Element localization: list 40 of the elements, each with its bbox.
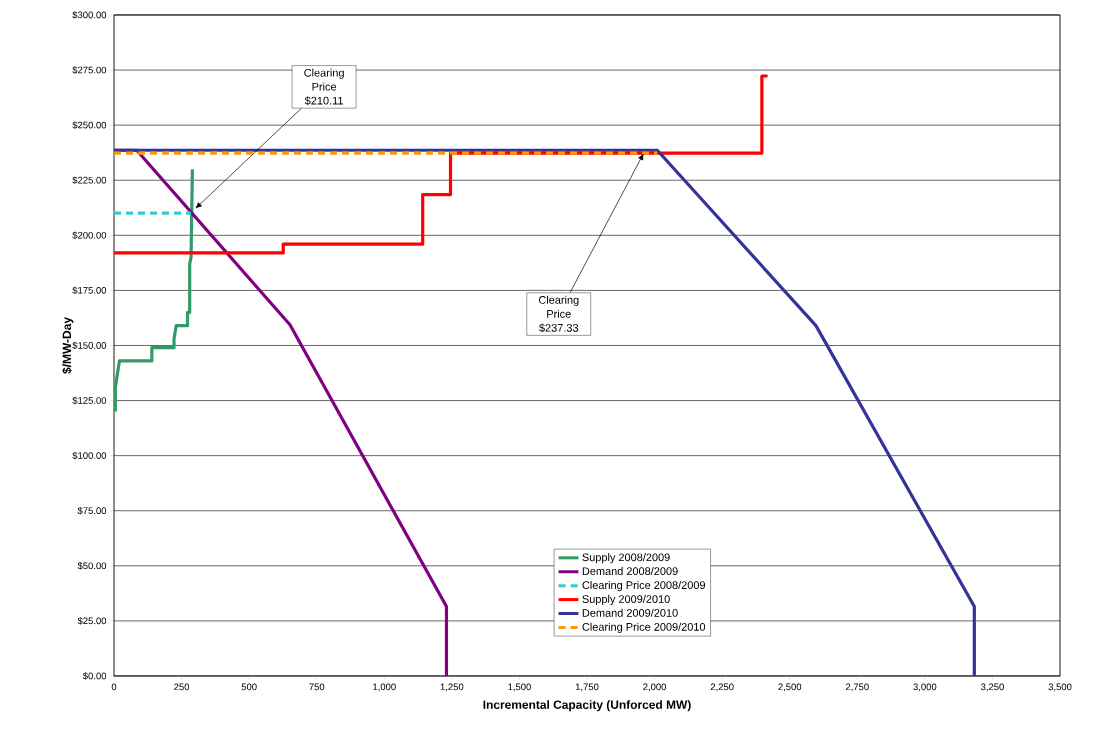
- x-tick-label: 2,250: [710, 683, 734, 692]
- legend-label: Supply 2009/2010: [582, 594, 670, 606]
- y-tick-label: $125.00: [72, 396, 107, 405]
- x-tick-label: 1,250: [440, 683, 464, 692]
- legend-label: Supply 2008/2009: [582, 553, 670, 564]
- x-tick-label: 750: [309, 683, 325, 691]
- legend-label: Demand 2008/2009: [582, 567, 678, 576]
- x-tick-label: 2,000: [643, 683, 667, 692]
- x-tick-label: 0: [111, 683, 117, 691]
- x-tick-label: 2,750: [845, 683, 869, 692]
- line-series: [114, 148, 976, 676]
- x-tick-label: 2,500: [778, 683, 802, 692]
- y-tick-label: $25.00: [77, 617, 107, 625]
- x-tick-label: 250: [174, 683, 190, 691]
- x-axis-title: Incremental Capacity (Unforced MW): [483, 700, 691, 712]
- y-tick-label: $50.00: [77, 561, 107, 570]
- x-tick-label: 3,250: [980, 683, 1004, 692]
- legend-label: Clearing Price 2008/2009: [582, 580, 706, 592]
- y-tick-label: $250.00: [72, 121, 107, 129]
- y-tick-label: $75.00: [77, 506, 107, 515]
- x-tick-label: 3,000: [913, 683, 937, 692]
- legend-label: Demand 2009/2010: [582, 608, 678, 617]
- y-tick-label: $300.00: [72, 11, 107, 19]
- y-tick-label: $100.00: [72, 451, 107, 460]
- line-series: [114, 167, 194, 414]
- y-tick-label: $225.00: [72, 176, 107, 185]
- x-tick-label: 1,000: [373, 683, 396, 692]
- y-tick-label: $0.00: [82, 672, 107, 680]
- x-tick-label: 1,500: [508, 683, 531, 692]
- y-tick-label: $275.00: [72, 66, 107, 74]
- y-tick-label: $200.00: [72, 231, 107, 240]
- annotation: Clearing Price $237.33: [538, 295, 579, 333]
- legend-label: Clearing Price 2009/2010: [582, 622, 706, 633]
- x-tick-label: 500: [241, 683, 257, 691]
- x-tick-label: 1,750: [575, 683, 599, 692]
- annotation: Clearing Price $210.11: [304, 68, 344, 106]
- x-tick-label: 3,500: [1048, 683, 1072, 692]
- y-tick-label: $175.00: [72, 286, 107, 295]
- y-tick-label: $150.00: [72, 341, 107, 350]
- y-axis-title: $/MW-Day: [62, 317, 74, 374]
